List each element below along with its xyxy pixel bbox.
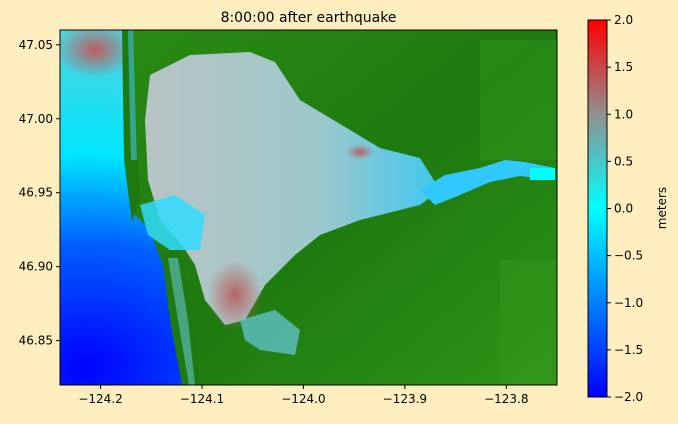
x-tick-label: −124.0	[281, 392, 325, 406]
colorbar-tick-label: −2.0	[614, 390, 643, 404]
north-spit-lagoon	[128, 30, 137, 160]
south-shallows	[240, 310, 300, 355]
land-highlands	[480, 40, 557, 160]
colorbar-tick-label: 2.0	[614, 13, 633, 27]
colorbar-tick-label: 1.0	[614, 107, 633, 121]
x-tick-label: −123.9	[383, 392, 427, 406]
y-tick-label: 46.90	[19, 260, 53, 274]
bay-south-high	[207, 260, 263, 330]
x-tick-label: −124.2	[78, 392, 122, 406]
x-axis: −124.2 −124.1 −124.0 −123.9 −123.8	[78, 385, 528, 406]
colorbar-tick-label: −0.5	[614, 249, 643, 263]
map-image	[60, 30, 557, 385]
y-tick-label: 47.05	[19, 38, 53, 52]
y-tick-label: 47.00	[19, 112, 53, 126]
river-estuary	[420, 160, 555, 205]
bay-entrance-channel	[140, 195, 205, 250]
colorbar	[588, 20, 607, 397]
colorbar-tick-label: −1.5	[614, 343, 643, 357]
y-tick-label: 46.85	[19, 334, 53, 348]
plot-frame	[59, 29, 558, 386]
colorbar-axis: 2.0 1.5 1.0 0.5 0.0 −0.5 −1.0 −1.5 −2.0	[607, 13, 643, 404]
chart-title: 8:00:00 after earthquake	[221, 10, 397, 26]
colorbar-tick-label: 0.0	[614, 202, 633, 216]
colorbar-tick-label: 0.5	[614, 154, 633, 168]
y-tick-label: 46.95	[19, 186, 53, 200]
bay-water	[145, 52, 440, 325]
colorbar-tick-label: −1.0	[614, 296, 643, 310]
x-tick-label: −123.8	[484, 392, 528, 406]
x-tick-label: −124.1	[180, 392, 224, 406]
colorbar-label: meters	[655, 187, 669, 229]
colorbar-tick-label: 1.5	[614, 60, 633, 74]
ocean-high-region	[60, 30, 135, 78]
y-axis: 47.05 47.00 46.95 46.90 46.85	[19, 38, 60, 348]
land-highlands-south	[500, 260, 557, 385]
south-spit-lagoon	[168, 258, 195, 385]
bay-east-high	[346, 144, 374, 160]
river-inlet	[530, 168, 555, 180]
